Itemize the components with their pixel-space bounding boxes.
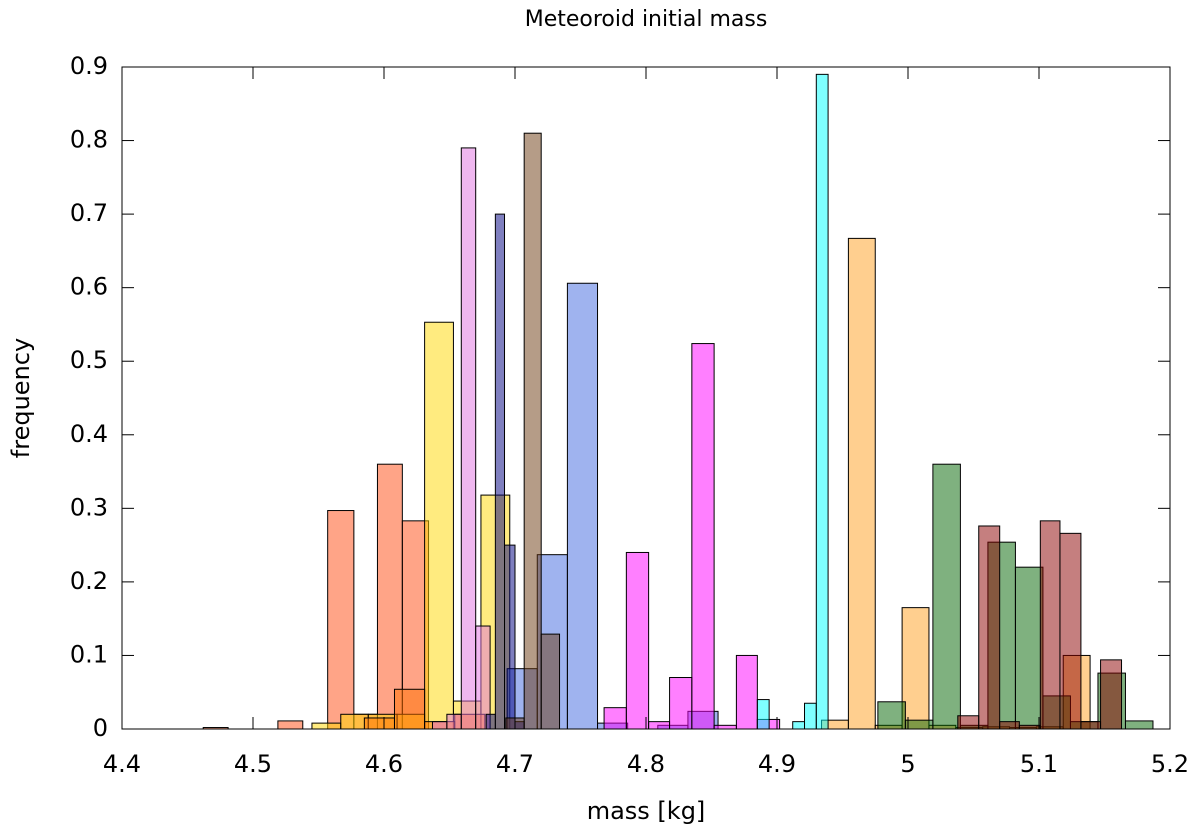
y-tick-label: 0 xyxy=(93,714,108,742)
histogram-bar xyxy=(363,717,395,730)
histogram-bar xyxy=(735,654,758,730)
histogram-bar xyxy=(713,724,737,730)
histogram-bar xyxy=(691,343,715,730)
y-tick-label: 0.1 xyxy=(70,640,108,668)
histogram-bar xyxy=(424,321,454,730)
x-tick-label: 4.8 xyxy=(627,750,665,778)
histogram-bar xyxy=(847,237,876,730)
x-tick-label: 5.2 xyxy=(1151,750,1189,778)
y-tick-label: 0.2 xyxy=(70,567,108,595)
histogram-bar xyxy=(756,699,770,730)
histogram-bar xyxy=(1124,720,1154,730)
chart-title: Meteoroid initial mass xyxy=(525,7,768,32)
histogram-bar xyxy=(1059,532,1082,730)
x-tick-label: 4.7 xyxy=(496,750,534,778)
x-axis-label: mass [kg] xyxy=(587,797,706,825)
histogram-bar xyxy=(1014,566,1044,730)
y-tick-label: 0.4 xyxy=(70,420,108,448)
histogram-bar xyxy=(277,720,304,730)
histogram-bar xyxy=(648,721,671,730)
x-tick-label: 5.1 xyxy=(1020,750,1058,778)
histogram-bar xyxy=(376,463,403,730)
y-tick-label: 0.6 xyxy=(70,273,108,301)
histogram-bar xyxy=(792,721,806,730)
plot-frame xyxy=(121,66,1171,730)
y-axis-label: frequency xyxy=(7,338,35,458)
histogram-bar xyxy=(504,544,516,730)
y-tick-label: 0.3 xyxy=(70,493,108,521)
histogram-bar xyxy=(460,147,477,730)
histogram-bar xyxy=(1018,724,1041,730)
y-tick-label: 0.8 xyxy=(70,126,108,154)
histogram-bar xyxy=(877,701,906,730)
y-tick-label: 0.7 xyxy=(70,199,108,227)
histogram-bar xyxy=(393,688,426,730)
x-tick-label: 5 xyxy=(900,750,915,778)
x-tick-label: 4.5 xyxy=(234,750,272,778)
histogram-bar xyxy=(523,132,542,730)
histogram-bar xyxy=(999,721,1020,730)
histogram-bar xyxy=(311,722,342,730)
histogram-bar xyxy=(901,607,930,730)
y-tick-label: 0.9 xyxy=(70,52,108,80)
y-tick-label: 0.5 xyxy=(70,346,108,374)
histogram-bar xyxy=(1080,721,1102,730)
histogram-bar xyxy=(932,463,961,730)
histogram-bar xyxy=(804,702,817,730)
histogram-bar xyxy=(540,633,561,730)
histogram-bar xyxy=(904,719,934,730)
histogram-bar xyxy=(1039,520,1061,730)
histogram-bar xyxy=(431,721,448,730)
histogram-bar xyxy=(625,551,650,730)
histogram-bar xyxy=(566,282,599,730)
histogram-bar xyxy=(1100,659,1123,730)
histogram-bar xyxy=(494,213,506,730)
x-tick-label: 4.4 xyxy=(103,750,141,778)
histogram-bar xyxy=(475,625,491,730)
histogram-bar xyxy=(485,713,496,730)
histogram-bar xyxy=(446,713,462,730)
histogram-bar xyxy=(957,715,980,730)
histogram-bar xyxy=(327,510,355,730)
histogram-bar xyxy=(669,677,693,730)
histogram-bar xyxy=(978,525,1001,730)
histogram-bar xyxy=(815,73,829,730)
x-tick-label: 4.9 xyxy=(758,750,796,778)
histogram-bar xyxy=(603,707,627,730)
x-tick-label: 4.6 xyxy=(365,750,403,778)
